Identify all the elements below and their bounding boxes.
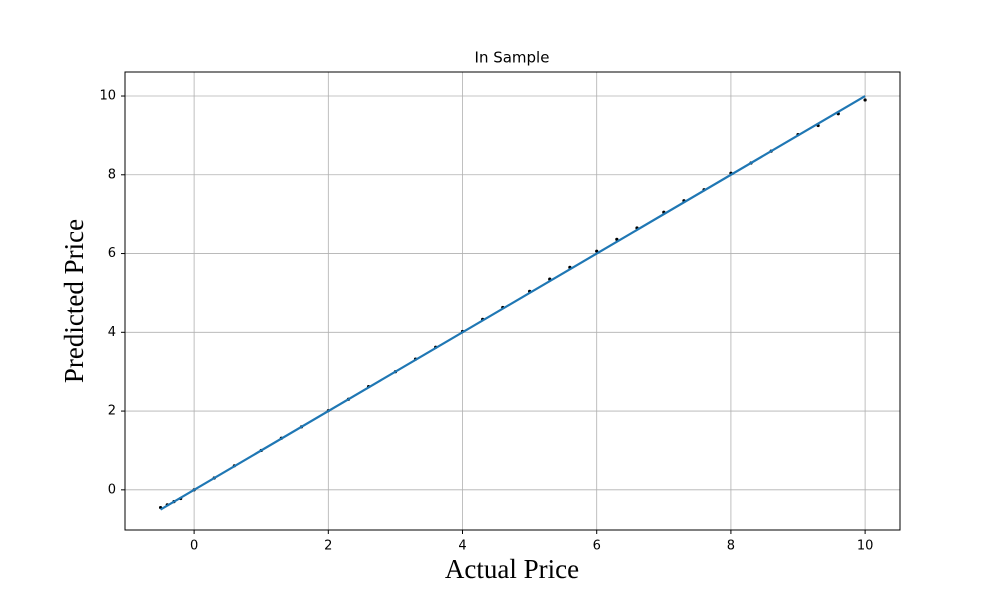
x-tick-label: 4 [458,539,466,554]
fit-line [160,95,866,511]
y-tick-label: 8 [108,167,116,182]
y-tick-label: 6 [108,246,116,261]
y-tick-label: 4 [108,325,116,340]
x-tick-label: 8 [727,539,735,554]
y-tick-label: 10 [99,89,116,104]
x-tick-label: 6 [593,539,601,554]
point [863,98,867,102]
y-tick-label: 2 [108,404,116,419]
chart-title: In Sample [475,49,550,67]
x-tick-label: 10 [857,539,874,554]
plot-frame [124,71,901,531]
y-axis-label: Predicted Price [59,219,89,383]
y-tick-label: 0 [108,482,116,497]
x-axis-label: Actual Price [445,554,579,584]
x-tick-label: 2 [324,539,332,554]
x-tick-label: 0 [190,539,198,554]
